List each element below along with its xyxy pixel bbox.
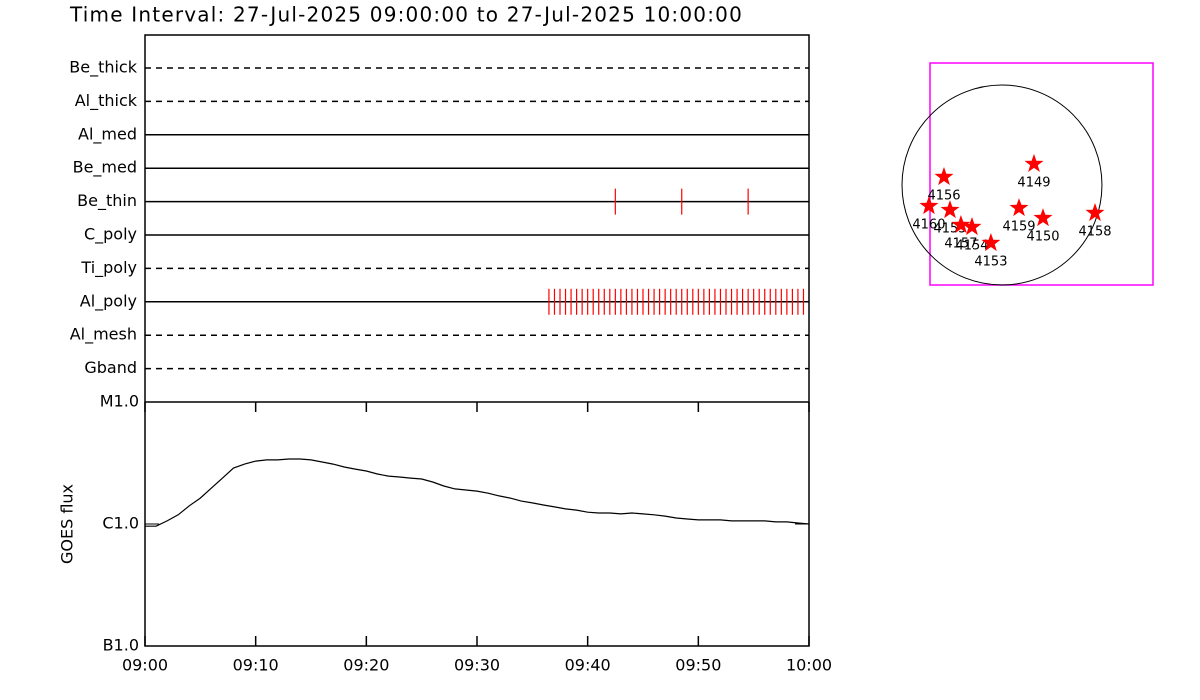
row-label: Al_poly [80,291,137,311]
y-axis-label: GOES flux [58,484,77,564]
active-region-label: 4150 [1026,230,1059,245]
row-label: Ti_poly [80,258,137,278]
x-tick-label: 09:40 [565,656,611,675]
active-region-star [934,167,954,186]
row-label: Be_med [73,158,137,178]
x-tick-label: 09:10 [233,656,279,675]
row-label: Al_thick [75,91,138,111]
active-region-label: 4149 [1017,175,1050,190]
active-region-label: 4154 [955,239,988,254]
row-label: Be_thin [77,191,137,211]
row-label: Be_thick [69,58,137,78]
row-label: Al_mesh [70,325,137,345]
active-region-star [951,215,971,234]
active-region-label: 4159 [1002,220,1035,235]
solar-disk [901,84,1103,286]
active-region-label: 4153 [974,255,1007,270]
active-region-star [1085,203,1105,222]
x-tick-label: 10:00 [786,656,832,675]
active-region-star [962,217,982,236]
active-region-label: 4158 [1078,225,1111,240]
active-region-star [940,200,960,219]
active-region-label: 4160 [912,218,945,233]
row-label: Al_med [78,124,137,144]
y-tick-label: M1.0 [100,392,139,411]
x-tick-label: 09:50 [675,656,721,675]
flux-line [145,458,810,527]
active-region-label: 4157 [944,237,977,252]
row-label: C_poly [84,225,137,245]
active-region-star [1009,198,1029,217]
x-tick-label: 09:30 [454,656,500,675]
map-frame [929,62,1154,286]
active-region-star [1024,153,1044,172]
y-tick-label: B1.0 [103,636,139,655]
plot-frame [144,34,810,647]
x-tick-label: 09:20 [343,656,389,675]
active-region-label: 4156 [927,189,960,204]
x-tick-label: 09:00 [122,656,168,675]
active-region-star [981,233,1001,252]
chart-title: Time Interval: 27-Jul-2025 09:00:00 to 2… [69,3,743,27]
active-region-star [919,196,939,215]
row-label: Gband [84,358,137,377]
y-tick-label: C1.0 [102,514,139,533]
active-region-star [1033,208,1053,227]
